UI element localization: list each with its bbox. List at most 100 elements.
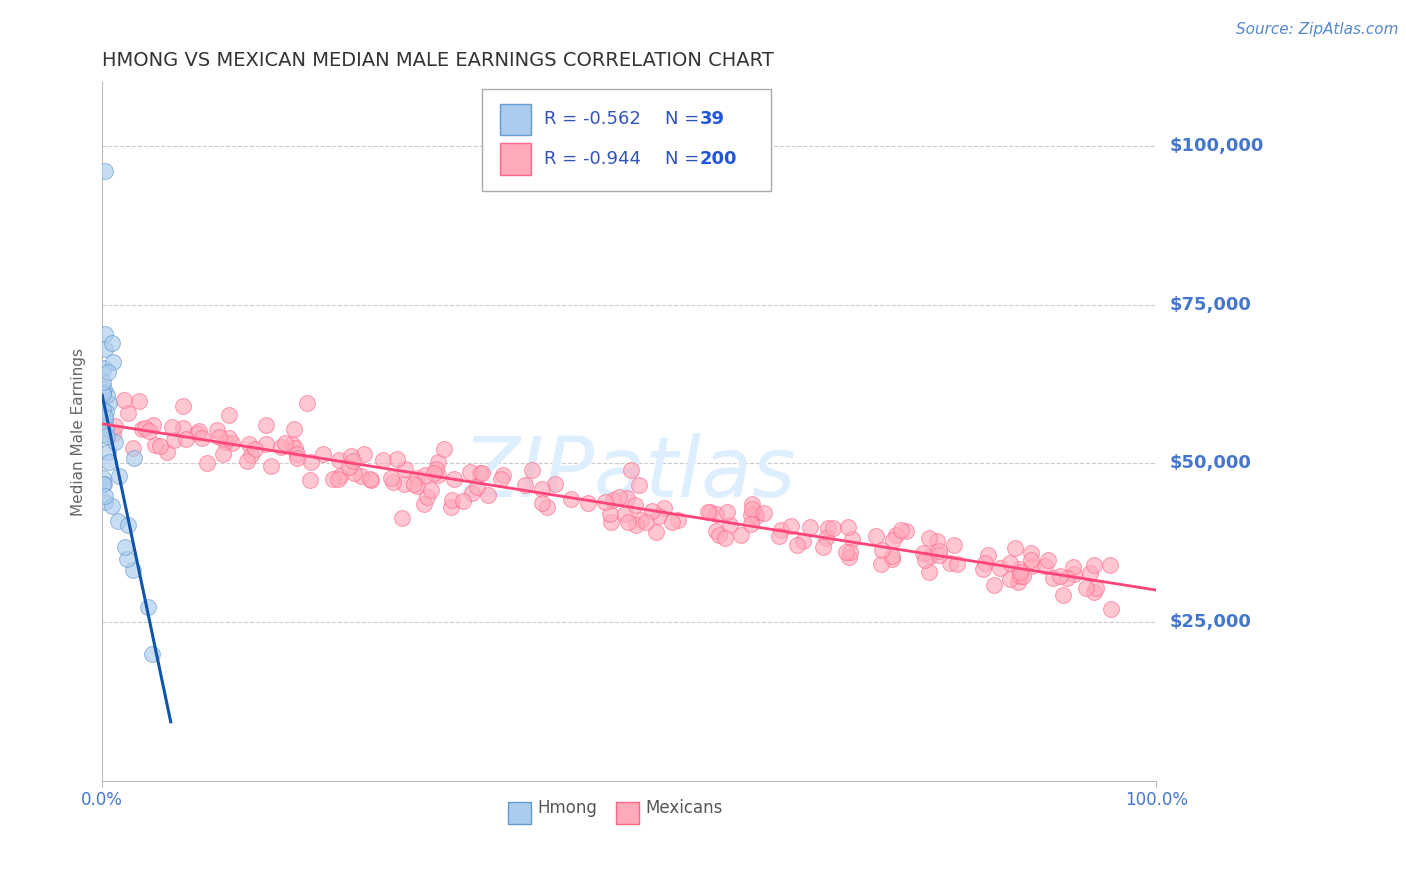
Point — [350, 468, 373, 483]
Point — [419, 483, 441, 498]
Point — [626, 517, 648, 532]
Point — [214, 434, 236, 449]
Point — [142, 418, 165, 433]
Point — [939, 556, 962, 570]
Point — [706, 524, 728, 539]
Point — [295, 396, 318, 410]
Point — [1008, 562, 1031, 576]
Point — [402, 476, 425, 491]
FancyBboxPatch shape — [499, 103, 531, 135]
Point — [489, 472, 512, 486]
Point — [312, 447, 335, 461]
Point — [221, 435, 243, 450]
Point — [236, 453, 259, 467]
Point — [243, 442, 266, 457]
Point — [218, 431, 240, 445]
Point — [117, 552, 139, 566]
Point — [576, 496, 599, 510]
Point — [191, 430, 214, 444]
Point — [385, 451, 408, 466]
Point — [1062, 560, 1084, 574]
Point — [780, 518, 803, 533]
Point — [465, 480, 488, 494]
Point — [1098, 558, 1121, 573]
Point — [1008, 565, 1031, 579]
Point — [880, 552, 903, 566]
Point — [619, 463, 641, 477]
Text: $75,000: $75,000 — [1170, 295, 1251, 314]
Point — [205, 424, 228, 438]
Point — [212, 447, 235, 461]
Point — [838, 550, 860, 565]
Point — [1083, 558, 1105, 573]
Point — [103, 355, 125, 369]
Point — [1004, 541, 1026, 556]
Point — [440, 500, 463, 515]
Point — [122, 450, 145, 465]
Point — [101, 500, 124, 514]
Point — [122, 441, 145, 455]
Point — [837, 520, 859, 534]
Point — [752, 506, 775, 520]
Point — [914, 553, 936, 567]
Point — [661, 516, 683, 530]
Point — [607, 491, 630, 505]
Point — [817, 521, 839, 535]
Point — [94, 489, 117, 503]
Point — [285, 447, 308, 461]
Point — [718, 517, 741, 532]
FancyBboxPatch shape — [616, 802, 638, 824]
Point — [443, 472, 465, 486]
Point — [160, 420, 183, 434]
Point — [343, 466, 366, 480]
Point — [149, 439, 172, 453]
Point — [94, 342, 117, 356]
Point — [799, 520, 821, 534]
Point — [337, 460, 360, 475]
Point — [413, 467, 436, 482]
Point — [425, 462, 447, 476]
Point — [172, 399, 194, 413]
Point — [998, 556, 1021, 570]
Point — [513, 478, 536, 492]
Point — [628, 477, 651, 491]
Point — [645, 525, 668, 540]
Point — [1049, 568, 1071, 582]
Point — [880, 549, 903, 563]
Point — [373, 453, 395, 467]
Point — [998, 572, 1021, 586]
Point — [380, 471, 402, 485]
Point — [1008, 569, 1031, 583]
Point — [1012, 569, 1035, 583]
Point — [741, 501, 763, 516]
Point — [1033, 558, 1056, 573]
Text: Mexicans: Mexicans — [645, 799, 723, 817]
Point — [91, 412, 114, 426]
FancyBboxPatch shape — [499, 144, 531, 175]
Point — [94, 410, 117, 425]
Point — [91, 471, 114, 485]
Point — [427, 468, 450, 483]
Point — [104, 434, 127, 449]
Point — [652, 501, 675, 516]
Text: 39: 39 — [700, 111, 725, 128]
Point — [714, 531, 737, 545]
Point — [91, 477, 114, 491]
Point — [238, 436, 260, 450]
Point — [172, 421, 194, 435]
Point — [195, 456, 218, 470]
Point — [359, 472, 381, 486]
Point — [988, 561, 1011, 575]
Point — [360, 473, 382, 487]
Point — [838, 544, 860, 558]
Point — [461, 486, 484, 500]
Point — [163, 433, 186, 447]
Point — [412, 497, 434, 511]
Point — [441, 493, 464, 508]
Point — [284, 441, 307, 455]
Point — [342, 454, 364, 468]
Point — [299, 454, 322, 468]
Text: N =: N = — [665, 111, 704, 128]
Point — [134, 420, 156, 434]
Point — [1084, 581, 1107, 595]
